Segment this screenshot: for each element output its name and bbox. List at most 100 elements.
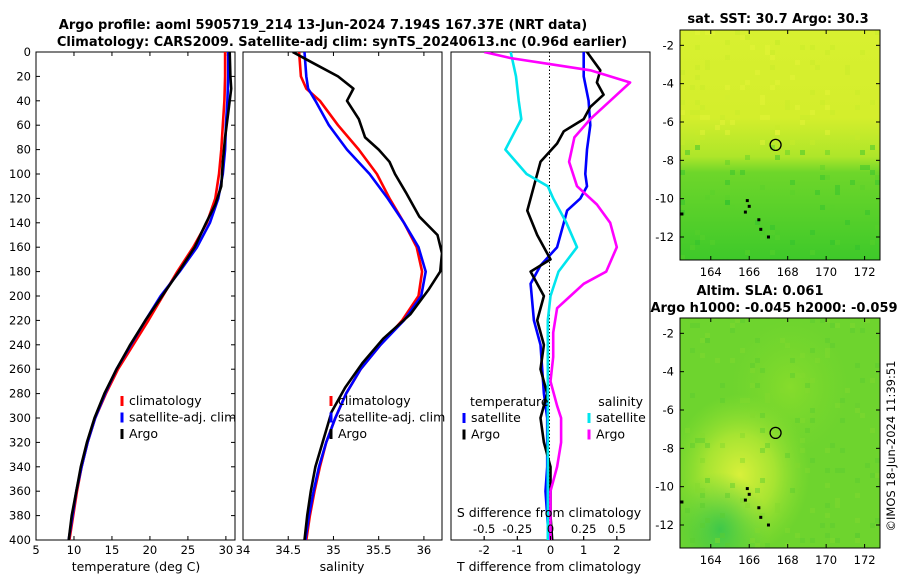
island — [759, 515, 763, 519]
map-cell — [835, 190, 840, 195]
map-cell — [825, 90, 830, 95]
series-line-temperature-argo — [526, 52, 605, 540]
map-cell — [725, 200, 730, 205]
map-cell — [875, 363, 880, 368]
map-cell — [850, 130, 855, 135]
map-cell — [690, 323, 695, 328]
salinity-panel: 34 34.5 35 35.5 36 salinity climatology satel… — [236, 51, 445, 574]
legend-label: climatology — [338, 393, 411, 408]
map-cell — [840, 398, 845, 403]
legend-label: Argo — [338, 426, 367, 441]
x-tick-label: 30 — [219, 543, 234, 557]
map-cell — [875, 518, 880, 523]
map-cell — [835, 538, 840, 543]
map-cell — [740, 398, 745, 403]
map-cell — [775, 125, 780, 130]
sst-map-ticks: 164 166 168 170 172 -2 -4 -6 -8 -10 -12 — [655, 30, 880, 279]
map-cell — [680, 170, 685, 175]
map-cell — [875, 180, 880, 185]
map-cell — [845, 220, 850, 225]
map-cell — [775, 40, 780, 45]
map-cell — [765, 543, 770, 548]
map-cell — [800, 45, 805, 50]
map-cell — [755, 338, 760, 343]
map-cell — [745, 250, 750, 255]
map-cell — [770, 55, 775, 60]
map-cell — [770, 65, 775, 70]
island — [766, 235, 770, 239]
map-cell — [685, 428, 690, 433]
map-cell — [725, 195, 730, 200]
map-cell — [695, 45, 700, 50]
map-cell — [760, 368, 765, 373]
map-cell — [805, 383, 810, 388]
sst-map-frame — [679, 29, 881, 261]
map-cell — [800, 120, 805, 125]
map-cell — [825, 105, 830, 110]
map-cell — [855, 518, 860, 523]
map-cell — [765, 50, 770, 55]
x-tick-label: -1 — [512, 543, 523, 557]
map-cell — [700, 105, 705, 110]
map-cell — [810, 140, 815, 145]
map-x-tick-label: 166 — [738, 265, 760, 279]
sla-map-frame — [679, 317, 881, 549]
map-cell — [810, 90, 815, 95]
map-cell — [775, 503, 780, 508]
map-cell — [690, 85, 695, 90]
depth-tick-label: 260 — [9, 362, 31, 376]
map-cell — [720, 443, 725, 448]
map-cell — [855, 403, 860, 408]
map-cell — [775, 130, 780, 135]
map-cell — [795, 60, 800, 65]
map-cell — [770, 50, 775, 55]
map-cell — [860, 328, 865, 333]
map-cell — [785, 150, 790, 155]
depth-tick-label: 220 — [9, 313, 31, 327]
map-cell — [720, 383, 725, 388]
map-cell — [725, 543, 730, 548]
x-tick-label: -2 — [478, 543, 489, 557]
map-cell — [760, 513, 765, 518]
map-cell — [730, 205, 735, 210]
map-cell — [765, 443, 770, 448]
s-tick-label: -0.25 — [502, 522, 532, 536]
map-cell — [705, 443, 710, 448]
map-cell — [825, 513, 830, 518]
map-cell — [825, 318, 830, 323]
map-cell — [690, 110, 695, 115]
map-cell — [745, 155, 750, 160]
s-diff-xlabel: S difference from climatology — [457, 505, 642, 520]
map-cell — [870, 428, 875, 433]
map-cell — [855, 493, 860, 498]
map-cell — [700, 235, 705, 240]
map-cell — [855, 105, 860, 110]
map-cell — [740, 35, 745, 40]
map-cell — [695, 100, 700, 105]
map-cell — [705, 338, 710, 343]
x-tick-label: 1 — [580, 543, 587, 557]
map-cell — [695, 145, 700, 150]
legend-label: climatology — [129, 393, 202, 408]
sst-map-panel: sat. SST: 30.7 Argo: 30.3 164 166 168 170 17… — [655, 12, 881, 279]
map-cell — [810, 60, 815, 65]
map-cell — [865, 463, 870, 468]
map-cell — [775, 40, 780, 45]
map-cell — [755, 220, 760, 225]
map-cell — [795, 463, 800, 468]
map-cell — [830, 538, 835, 543]
depth-tick-label: 60 — [16, 118, 31, 132]
map-cell — [715, 358, 720, 363]
map-cell — [825, 338, 830, 343]
map-cell — [720, 115, 725, 120]
map-cell — [725, 95, 730, 100]
map-cell — [700, 338, 705, 343]
map-cell — [720, 513, 725, 518]
map-y-tick-label: -6 — [663, 403, 674, 417]
map-x-tick-label: 170 — [815, 265, 837, 279]
island — [680, 500, 684, 504]
map-cell — [825, 353, 830, 358]
map-cell — [875, 130, 880, 135]
map-cell — [695, 140, 700, 145]
